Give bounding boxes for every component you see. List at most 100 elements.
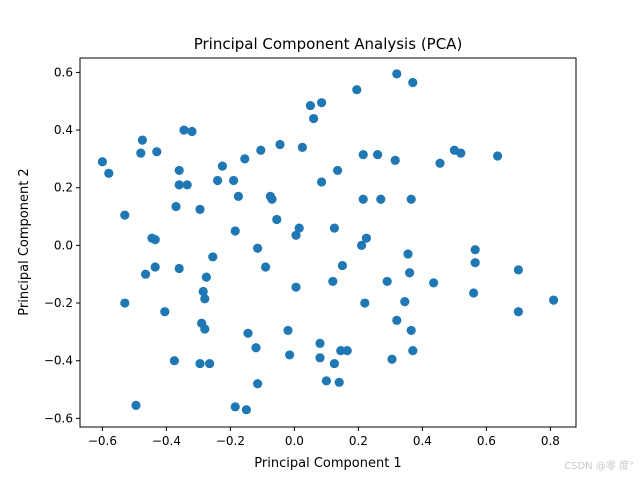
data-point <box>251 343 261 353</box>
x-tick-label: −0.6 <box>88 434 117 448</box>
data-point <box>297 142 307 152</box>
data-point <box>169 356 179 366</box>
data-point <box>291 230 301 240</box>
data-point <box>435 158 445 168</box>
data-point <box>333 165 343 176</box>
data-point <box>382 276 392 287</box>
data-point <box>171 201 181 212</box>
data-point <box>392 315 402 325</box>
data-point <box>230 226 240 236</box>
y-tick-label: 0.4 <box>54 123 73 137</box>
data-point <box>141 269 151 279</box>
data-point <box>136 148 146 158</box>
data-point <box>400 296 410 307</box>
data-point <box>120 298 130 308</box>
data-point <box>334 377 344 387</box>
data-point <box>329 358 339 369</box>
data-point <box>469 288 479 298</box>
data-point <box>174 263 184 274</box>
y-tick-label: 0.2 <box>54 181 73 195</box>
data-point <box>198 286 208 297</box>
data-point <box>195 204 205 214</box>
data-point <box>152 147 162 157</box>
data-point <box>305 100 315 111</box>
data-point <box>429 278 439 288</box>
data-point <box>470 245 480 255</box>
data-point <box>187 126 197 137</box>
data-point <box>456 148 466 158</box>
data-point <box>405 268 415 278</box>
data-point <box>97 157 107 167</box>
data-point <box>336 346 346 356</box>
data-point <box>160 307 170 317</box>
data-point <box>513 265 524 275</box>
data-point <box>321 376 331 386</box>
x-axis-ticks: −0.6 −0.4 −0.2 0.0 0.2 0.4 0.6 0.8 <box>88 427 560 448</box>
data-point <box>208 252 218 262</box>
data-point <box>272 214 282 225</box>
data-point <box>179 125 189 135</box>
data-point <box>309 113 319 124</box>
data-point <box>275 139 285 150</box>
data-point <box>291 282 301 292</box>
chart-title: Principal Component Analysis (PCA) <box>194 35 463 53</box>
data-point <box>513 307 524 317</box>
data-point <box>240 154 250 164</box>
data-point <box>253 379 263 389</box>
data-point <box>317 98 327 108</box>
data-point <box>387 354 397 364</box>
data-point <box>358 149 368 160</box>
data-point <box>205 358 215 369</box>
data-point <box>357 240 367 250</box>
data-point <box>403 249 413 259</box>
data-point <box>200 324 210 334</box>
data-point <box>317 177 327 187</box>
data-point <box>470 258 480 268</box>
data-point <box>267 194 277 204</box>
y-tick-label: 0.6 <box>54 65 73 79</box>
data-point <box>120 210 130 220</box>
plot-area <box>79 57 577 428</box>
plot-frame <box>79 57 577 428</box>
data-point <box>253 243 263 253</box>
x-tick-label: −0.2 <box>216 434 245 448</box>
data-point <box>182 180 192 190</box>
data-point <box>233 191 243 201</box>
x-tick-label: −0.4 <box>152 434 181 448</box>
data-point <box>493 151 503 161</box>
data-point <box>361 233 371 243</box>
data-point <box>213 175 223 186</box>
data-point <box>200 294 210 304</box>
x-tick-label: 0.6 <box>477 434 496 448</box>
data-point <box>406 325 416 336</box>
data-point <box>352 85 362 95</box>
data-point <box>256 145 266 155</box>
data-point <box>328 276 338 287</box>
data-point <box>358 194 368 204</box>
y-tick-label: 0.0 <box>54 238 73 252</box>
data-point <box>104 168 114 178</box>
data-point <box>230 402 240 412</box>
x-tick-label: 0.4 <box>413 434 432 448</box>
y-axis-label: Principal Component 2 <box>17 168 32 315</box>
data-point <box>376 194 386 204</box>
data-point <box>229 175 239 186</box>
data-point <box>408 346 418 356</box>
data-point <box>342 346 352 356</box>
data-point <box>315 338 325 348</box>
y-axis-ticks: −0.6 −0.4 −0.2 0.0 0.2 0.4 0.6 <box>44 65 80 425</box>
data-points <box>97 69 559 415</box>
data-point <box>283 325 293 336</box>
data-point <box>150 262 160 272</box>
data-point <box>329 223 339 233</box>
data-point <box>373 149 383 160</box>
data-point <box>261 262 271 272</box>
data-point <box>360 298 370 308</box>
data-point <box>285 350 295 360</box>
data-point <box>195 358 205 369</box>
data-point <box>201 272 211 282</box>
data-point <box>150 235 160 245</box>
x-tick-label: 0.0 <box>285 434 304 448</box>
data-point <box>174 180 184 190</box>
